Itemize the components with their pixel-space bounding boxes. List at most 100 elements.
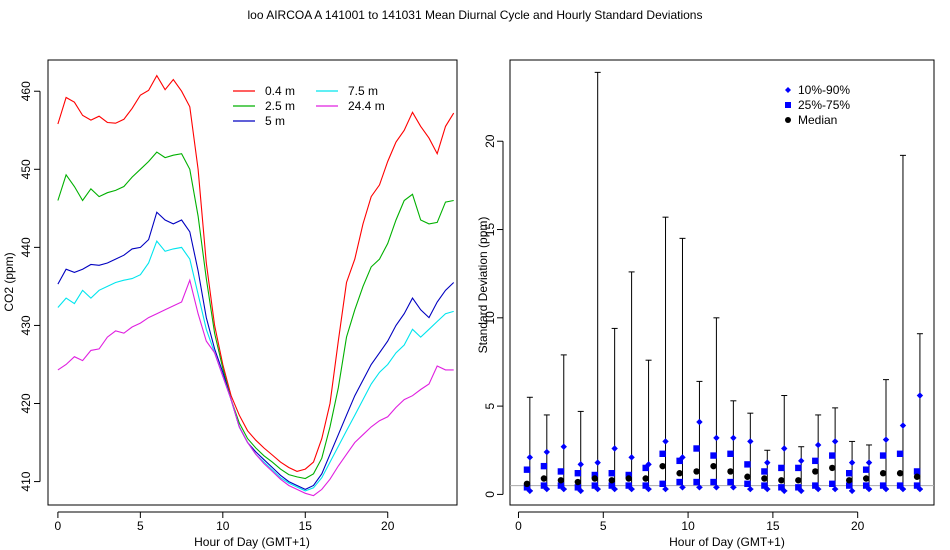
p25-p75-square xyxy=(744,480,751,488)
p10-p90-diamond xyxy=(543,448,551,456)
p25-p75-square xyxy=(913,468,921,475)
median-point xyxy=(591,475,598,482)
median-point xyxy=(744,473,751,480)
right-x-tick-label: 5 xyxy=(600,519,607,533)
p10-p90-diamond xyxy=(713,484,720,491)
right-x-tick-label: 20 xyxy=(851,519,865,533)
p25-p75-square xyxy=(812,457,819,465)
p10-p90-diamond xyxy=(848,459,856,466)
median-point xyxy=(574,478,582,486)
p10-p90-diamond xyxy=(526,454,534,461)
p10-p90-diamond xyxy=(628,485,635,493)
median-point xyxy=(879,470,887,477)
p25-p75-square xyxy=(879,482,887,489)
right-x-tick-label: 10 xyxy=(681,519,695,533)
p25-p75-square xyxy=(574,470,582,477)
right-x-axis-label: Hour of Day (GMT+1) xyxy=(669,535,785,549)
median-point xyxy=(659,462,666,470)
p25-p75-square xyxy=(574,484,582,491)
p10-p90-diamond xyxy=(781,487,788,495)
median-point xyxy=(896,470,904,477)
p10-p90-diamond xyxy=(713,434,720,442)
diurnal-cycle-panel: Hour of Day (GMT+1) CO2 (ppm) 0 5 10 15 20 4… xyxy=(2,59,458,549)
series-line-2-5-m xyxy=(57,151,454,480)
right-legend: 10%-90%25%-75%Median xyxy=(785,83,850,127)
left-x-tick-label: 5 xyxy=(137,519,144,533)
left-y-tick-label: 450 xyxy=(19,159,33,179)
median-point xyxy=(710,462,717,470)
p10-p90-diamond xyxy=(814,441,822,449)
p25-p75-square xyxy=(778,464,785,472)
median-point xyxy=(846,477,853,484)
median-point xyxy=(608,477,615,484)
p10-p90-diamond xyxy=(679,484,686,491)
p10-p90-diamond xyxy=(848,487,856,495)
p10-p90-diamond xyxy=(628,454,635,461)
legend-label: 5 m xyxy=(265,114,285,128)
left-x-tick-label: 20 xyxy=(381,519,395,533)
p10-p90-diamond xyxy=(730,484,737,491)
p25-p75-square xyxy=(608,470,615,477)
p25-p75-square xyxy=(608,482,615,489)
left-legend: 0.4 m2.5 m5 m 7.5 m24.4 m xyxy=(233,84,385,128)
p25-p75-square xyxy=(744,461,751,468)
p25-p75-square xyxy=(829,480,836,488)
legend-circle-marker xyxy=(785,117,791,123)
p10-p90-diamond xyxy=(594,485,601,493)
p25-p75-square xyxy=(761,468,768,475)
legend-label: 10%-90% xyxy=(798,83,850,97)
p25-p75-square xyxy=(676,478,683,486)
p25-p75-square xyxy=(727,450,734,457)
p25-p75-square xyxy=(625,482,632,489)
series-line-5-m xyxy=(57,211,455,491)
p25-p75-square xyxy=(642,464,649,472)
p25-p75-square xyxy=(710,452,717,459)
p10-p90-diamond xyxy=(831,485,839,493)
legend-diamond-marker xyxy=(785,87,791,93)
right-y-tick-label: 5 xyxy=(483,402,497,409)
median-point xyxy=(913,473,921,480)
median-point xyxy=(829,464,836,472)
p25-p75-square xyxy=(896,482,904,489)
p25-p75-square xyxy=(625,471,632,479)
right-plot-frame xyxy=(509,59,935,506)
p25-p75-square xyxy=(591,482,598,489)
p10-p90-diamond xyxy=(798,457,805,465)
p10-p90-diamond xyxy=(916,392,924,399)
legend-label: 7.5 m xyxy=(348,84,378,98)
right-y-axis-label: Standard Deviation (ppm) xyxy=(476,217,490,354)
p10-p90-diamond xyxy=(543,485,551,493)
p10-p90-diamond xyxy=(560,443,567,450)
p25-p75-square xyxy=(812,482,819,489)
left-x-tick-label: 0 xyxy=(55,519,62,533)
p25-p75-square xyxy=(795,484,802,491)
p10-p90-diamond xyxy=(662,438,669,445)
p25-p75-square xyxy=(795,464,802,472)
p10-p90-diamond xyxy=(831,438,839,445)
left-y-ticks: 410 420 430 440 450 460 xyxy=(19,81,41,492)
p10-p90-diamond xyxy=(899,485,907,493)
series-line-24-4-m xyxy=(57,278,454,497)
p25-p75-square xyxy=(778,484,785,491)
right-x-ticks: 0 5 10 15 20 xyxy=(515,511,865,533)
left-x-axis-label: Hour of Day (GMT+1) xyxy=(194,535,310,549)
standard-deviation-panel: Hour of Day (GMT+1) Standard Deviation (… xyxy=(476,59,935,549)
p25-p75-square xyxy=(557,482,565,489)
legend-label: 0.4 m xyxy=(265,84,295,98)
left-y-tick-label: 430 xyxy=(19,315,33,335)
median-point xyxy=(693,468,700,475)
left-x-tick-label: 15 xyxy=(299,519,313,533)
median-point xyxy=(676,470,683,477)
median-point xyxy=(540,475,548,482)
p10-p90-diamond xyxy=(662,485,669,493)
left-x-tick-label: 10 xyxy=(216,519,230,533)
p25-p75-square xyxy=(693,478,700,486)
median-point xyxy=(557,477,565,484)
left-x-ticks: 0 5 10 15 20 xyxy=(55,511,395,533)
p10-p90-diamond xyxy=(882,436,890,443)
median-point xyxy=(727,468,734,475)
p25-p75-square xyxy=(879,452,887,459)
p25-p75-square xyxy=(591,471,598,479)
p10-p90-diamond xyxy=(577,461,584,468)
p25-p75-square xyxy=(761,482,768,489)
